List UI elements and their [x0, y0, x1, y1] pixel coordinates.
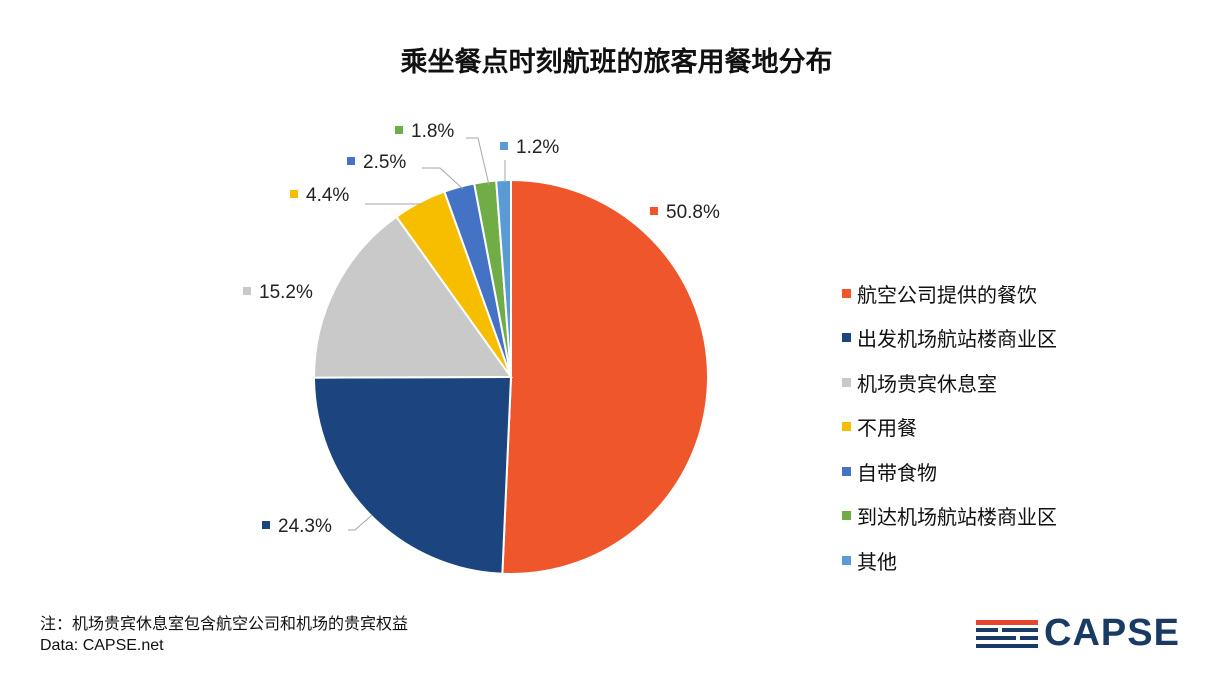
legend-label: 机场贵宾休息室 [857, 373, 997, 396]
data-label-swatch [262, 521, 270, 529]
data-label: 2.5% [363, 152, 406, 173]
legend-swatch [842, 511, 851, 521]
legend-swatch [842, 377, 851, 387]
legend-item: 航空公司提供的餐饮 [842, 271, 1057, 316]
legend-item: 不用餐 [842, 405, 1057, 450]
data-source: Data: CAPSE.net [40, 637, 164, 654]
legend-label: 自带食物 [857, 462, 937, 485]
legend-item: 其他 [842, 538, 1057, 583]
pie-slice [495, 178, 512, 378]
chart-title: 乘坐餐点时刻航班的旅客用餐地分布 [400, 47, 833, 77]
data-label-swatch [500, 142, 508, 150]
logo-text: CAPSE [1044, 612, 1180, 654]
data-label-swatch [243, 287, 251, 295]
legend-item: 出发机场航站楼商业区 [842, 316, 1057, 361]
legend-label: 其他 [857, 551, 897, 574]
leader-line [466, 137, 490, 186]
data-label-swatch [650, 207, 658, 215]
data-label: 1.2% [516, 137, 559, 158]
data-label: 24.3% [278, 516, 332, 537]
chart-legend: 航空公司提供的餐饮 出发机场航站楼商业区 机场贵宾休息室 不用餐自带食物到达机场航站楼… [842, 271, 1057, 583]
pie-slice [313, 215, 513, 379]
legend-swatch [842, 466, 851, 476]
legend-item: 机场贵宾休息室 [842, 360, 1057, 405]
legend-swatch [842, 555, 851, 565]
footnote: 注：机场贵宾休息室包含航空公司和机场的贵宾权益 [40, 616, 409, 633]
legend-swatch [842, 333, 851, 343]
legend-label: 不用餐 [857, 418, 917, 441]
data-label-swatch [290, 190, 298, 198]
pie-slice [312, 375, 513, 575]
leader-line [422, 167, 464, 190]
legend-item: 到达机场航站楼商业区 [842, 494, 1057, 539]
leader-line [348, 514, 373, 531]
data-label: 1.8% [411, 121, 454, 142]
legend-item: 自带食物 [842, 449, 1057, 494]
capse-logo-icon [976, 620, 1038, 648]
legend-label: 航空公司提供的餐饮 [857, 284, 1037, 307]
data-label-swatch [395, 126, 403, 134]
legend-label: 到达机场航站楼商业区 [857, 507, 1057, 530]
data-label: 4.4% [306, 185, 349, 206]
data-label: 50.8% [666, 202, 720, 223]
capse-logo: CAPSE [976, 612, 1186, 656]
data-label-swatch [347, 157, 355, 165]
data-label: 15.2% [259, 282, 313, 303]
legend-swatch [842, 288, 851, 298]
pie-slice [501, 178, 709, 575]
legend-swatch [842, 422, 851, 432]
legend-label: 出发机场航站楼商业区 [857, 329, 1057, 352]
